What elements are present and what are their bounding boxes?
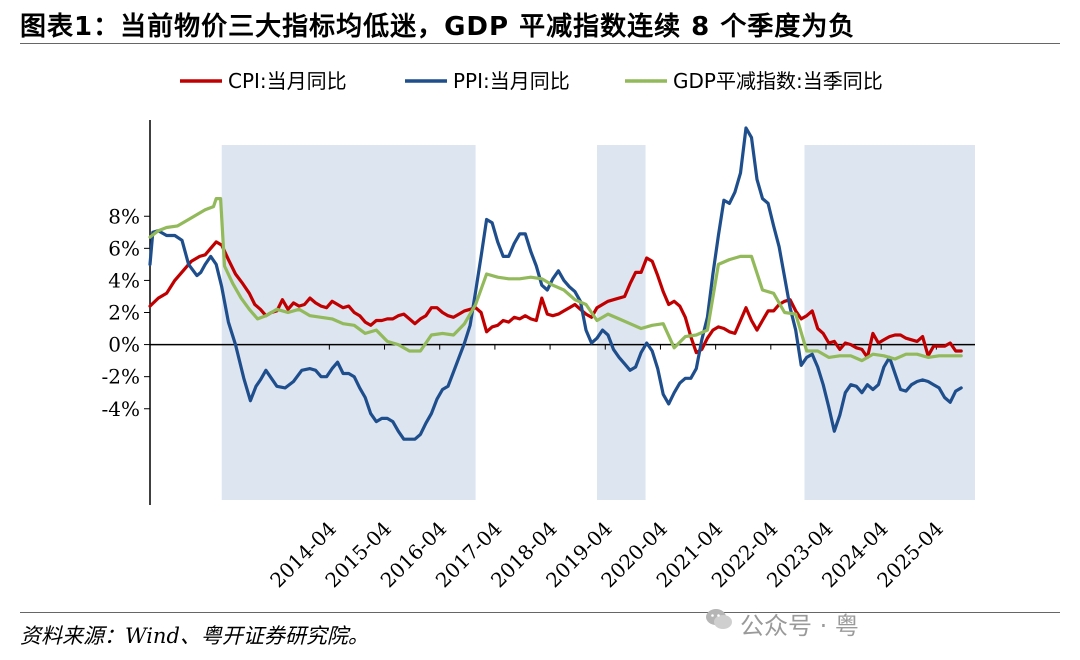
shaded-period-3 xyxy=(804,145,975,500)
chart-canvas: 8%6%4%2%0%-2%-4%2014-042015-042016-04201… xyxy=(102,69,975,592)
source-note: 资料来源：Wind、粤开证券研究院。 xyxy=(20,624,369,648)
y-tick-label: -2% xyxy=(102,365,141,389)
series-lines xyxy=(148,126,963,441)
y-tick-label: 6% xyxy=(108,236,140,260)
legend-label-1: CPI:当月同比 xyxy=(228,69,347,93)
shaded-periods xyxy=(221,145,975,500)
legend-label-3: GDP平减指数:当季同比 xyxy=(673,69,883,93)
shaded-period-2 xyxy=(596,145,646,500)
bottom-divider xyxy=(20,612,1060,613)
series-line-1 xyxy=(148,240,963,359)
y-tick-label: 4% xyxy=(108,268,140,292)
chart-title: 图表1：当前物价三大指标均低迷，GDP 平减指数连续 8 个季度为负 xyxy=(20,12,856,42)
legend-label-2: PPI:当月同比 xyxy=(453,69,570,93)
top-divider xyxy=(20,43,1060,44)
shaded-period-1 xyxy=(221,145,476,500)
series-line-3 xyxy=(148,197,963,363)
y-tick-label: 8% xyxy=(108,204,140,228)
y-tick-label: 2% xyxy=(108,301,140,325)
watermark-text: 公众号 · 粤 xyxy=(740,612,859,640)
series-line-2 xyxy=(148,126,963,441)
chart-legend: CPI:当月同比 PPI:当月同比 GDP平减指数:当季同比 xyxy=(180,69,883,93)
y-tick-label: 0% xyxy=(108,333,140,357)
wechat-icon xyxy=(706,609,732,629)
y-tick-label: -4% xyxy=(102,397,141,421)
